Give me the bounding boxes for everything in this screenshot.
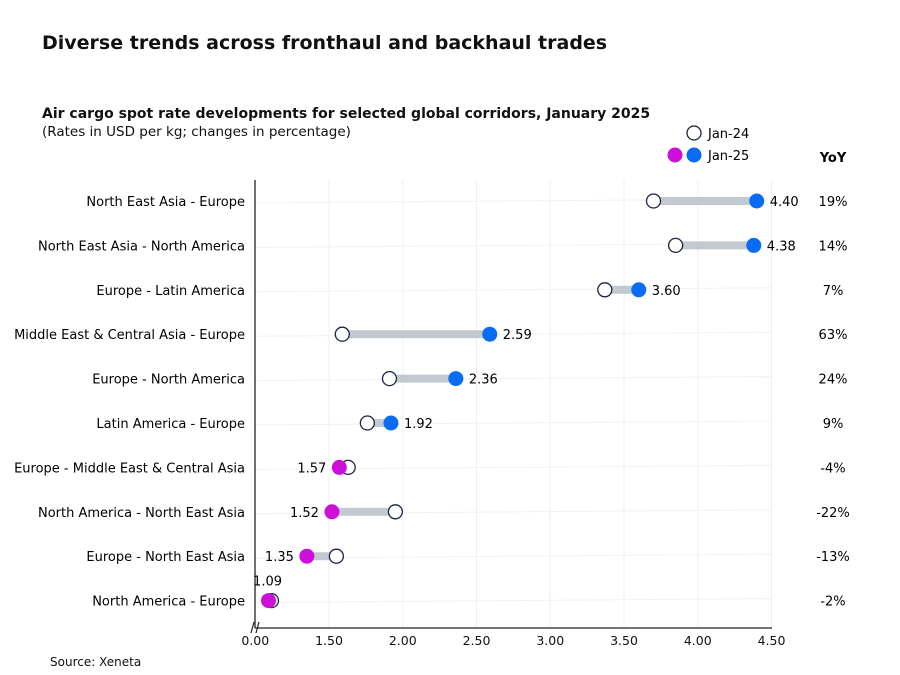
marker-jan24 [597,282,613,298]
category-label: Europe - North America [92,373,245,388]
marker-jan24 [645,193,662,209]
x-tick-label: 2.50 [463,633,491,648]
chart-subtitle: (Rates in USD per kg; changes in percent… [42,124,351,140]
marker-jan25 [482,326,498,342]
yoy-value: -13% [816,550,850,565]
marker-jan24 [387,504,404,520]
x-tick-label: 3.00 [536,633,564,648]
category-label: Europe - North East Asia [86,550,245,565]
yoy-value: 24% [819,373,848,388]
value-label: 1.57 [297,461,326,476]
legend-label-jan24: Jan-24 [707,127,749,142]
yoy-header: YoY [819,151,847,166]
yoy-value: 63% [819,328,848,343]
category-label: Latin America - Europe [96,417,245,432]
category-label: North America - North East Asia [38,506,245,521]
marker-jan25 [749,193,765,209]
legend-marker-jan25-increase [686,147,702,163]
category-label: North America - Europe [92,595,245,610]
yoy-value: -4% [820,461,845,476]
value-label: 2.59 [503,328,532,343]
marker-jan25 [261,593,277,609]
category-label: Middle East & Central Asia - Europe [14,328,245,343]
marker-jan25 [448,371,464,387]
marker-jan24 [667,237,684,254]
category-label: North East Asia - Europe [86,195,245,210]
marker-jan25 [631,282,647,298]
x-tick-label: 1.50 [315,633,343,648]
grid-line-horizontal [254,598,773,604]
value-label: 2.36 [469,373,498,388]
yoy-value: -22% [816,506,850,521]
yoy-value: -2% [820,595,845,610]
value-label: 4.38 [767,239,796,254]
marker-jan25 [299,548,315,564]
marker-jan25 [324,504,340,520]
value-label: 1.35 [265,550,294,565]
marker-jan24 [359,415,376,431]
marker-jan24 [381,370,398,387]
value-label: 1.09 [253,575,282,590]
yoy-value: 14% [819,239,848,254]
grid-line-horizontal [254,287,773,293]
legend-marker-jan25-decrease [667,147,683,163]
source-note: Source: Xeneta [50,655,142,669]
marker-jan25 [746,237,762,253]
marker-jan24 [328,548,345,564]
grid-line-horizontal [254,420,773,426]
chart-title: Air cargo spot rate developments for sel… [42,106,651,122]
marker-jan25 [331,459,347,475]
category-label: North East Asia - North America [38,239,245,254]
category-label: Europe - Middle East & Central Asia [14,461,245,476]
x-tick-label: 0.00 [241,633,269,648]
x-tick-label: 4.00 [684,633,712,648]
value-label: 1.92 [404,417,433,432]
category-label: Europe - Latin America [96,284,245,299]
x-tick-label: 3.50 [610,633,638,648]
axis-break-mark [250,621,260,634]
value-label: 4.40 [770,195,799,210]
x-tick-label: 4.50 [758,633,786,648]
yoy-value: 9% [823,417,844,432]
x-tick-label: 2.00 [389,633,417,648]
grid-line-horizontal [254,376,773,382]
legend-marker-jan24 [686,125,702,141]
value-label: 1.52 [290,506,319,521]
yoy-value: 19% [819,195,848,210]
value-label: 3.60 [652,284,681,299]
yoy-value: 7% [823,284,844,299]
marker-jan25 [383,415,399,431]
page-title: Diverse trends across fronthaul and back… [42,32,608,54]
marker-jan24 [334,326,350,342]
legend-label-jan25: Jan-25 [707,149,749,164]
